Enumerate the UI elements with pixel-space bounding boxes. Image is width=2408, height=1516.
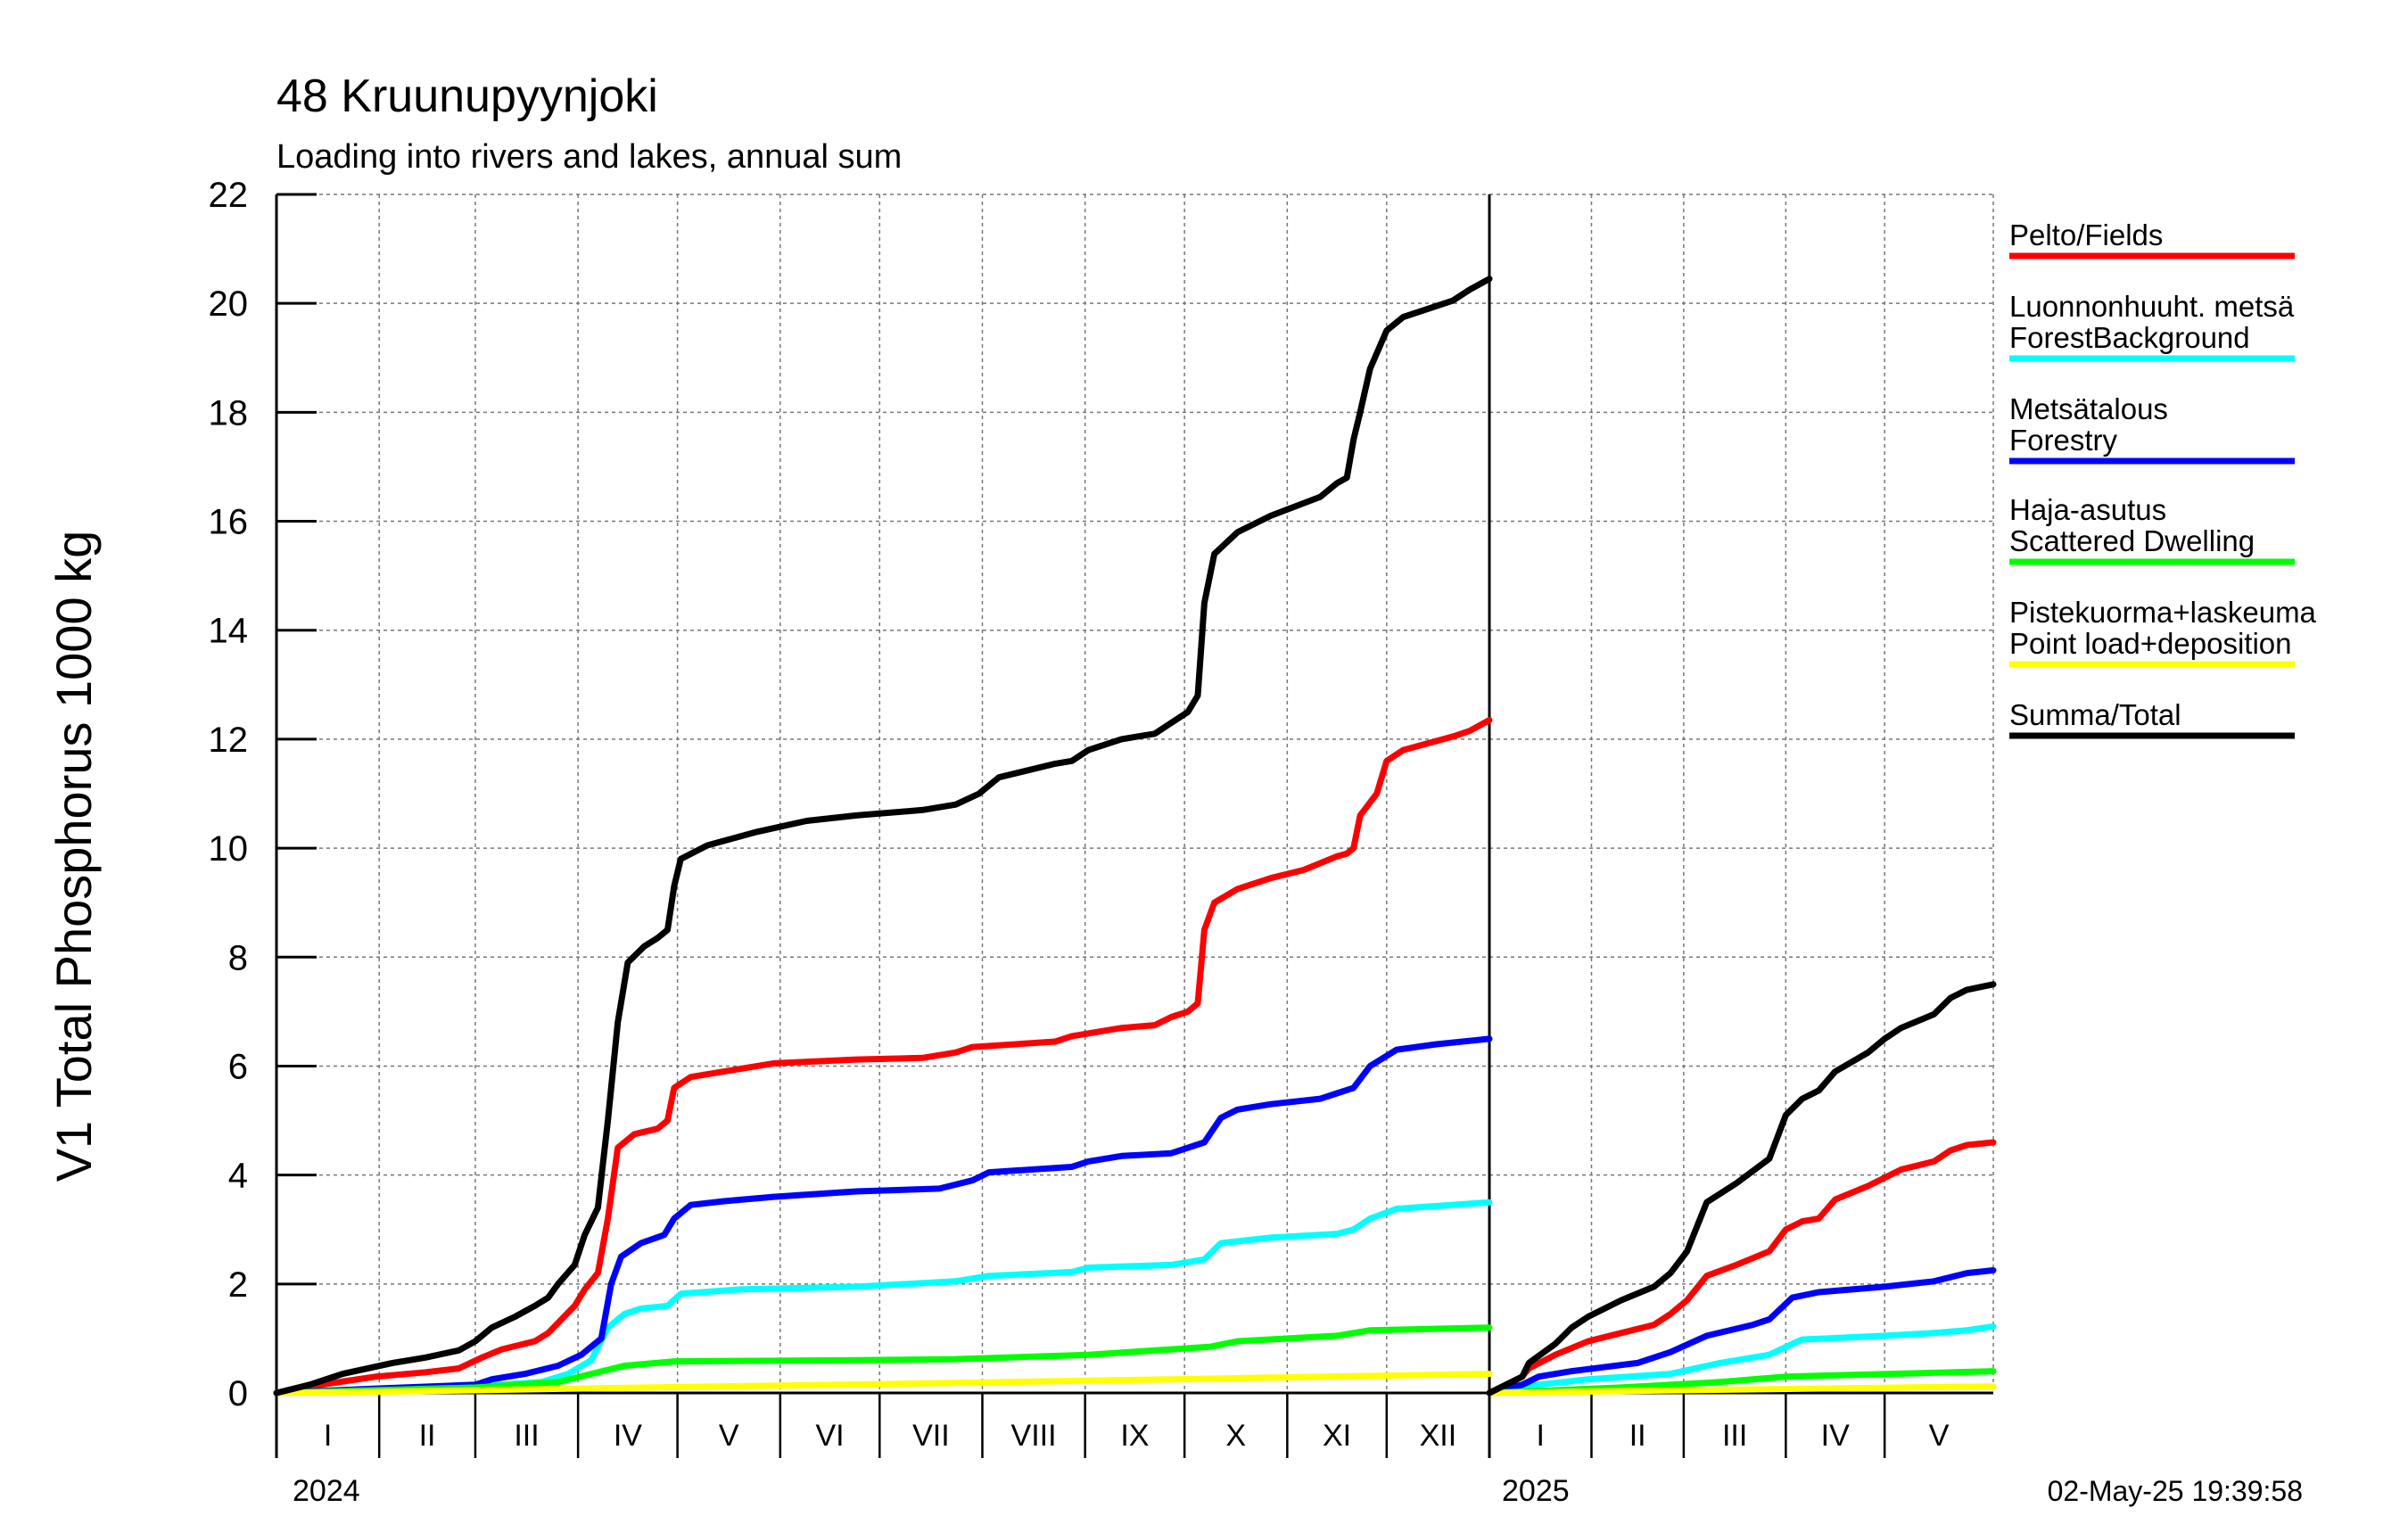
legend-label: Summa/Total [2009,698,2181,731]
month-label: II [1629,1419,1646,1453]
plot-lines [273,276,1997,1397]
legend-label: Metsätalous [2009,392,2168,425]
series-line [1486,1139,1997,1397]
y-tick-label: 2 [228,1265,248,1305]
y-tick-label: 10 [209,829,249,869]
legend-label: Pistekuorma+laskeuma [2009,596,2317,629]
chart-title: 48 Kruunupyynjoki [276,70,658,122]
y-tick-label: 20 [209,284,249,324]
y-tick-label: 8 [228,938,248,977]
chart-subtitle: Loading into rivers and lakes, annual su… [276,138,902,176]
legend: Pelto/Fields Luonnonhuuht. metsäForestBac… [2009,218,2317,739]
grid [276,194,1994,1393]
legend-label: Luonnonhuuht. metsä [2009,290,2295,323]
series-line [273,1371,1493,1397]
month-label: I [1537,1419,1545,1453]
y-tick-label: 22 [209,176,249,215]
series-line [1486,1323,1997,1397]
legend-label: Point load+deposition [2009,627,2292,660]
series-line [273,1035,1493,1397]
month-label: VI [815,1419,844,1453]
month-label: VIII [1011,1419,1057,1453]
y-tick-label: 12 [209,721,249,760]
legend-label: Forestry [2009,424,2118,457]
series-line [1486,1267,1997,1397]
y-axis-label: V1 Total Phosphorus 1000 kg [45,531,102,1182]
month-label: I [324,1419,332,1453]
month-label: VII [912,1419,950,1453]
legend-label: ForestBackground [2009,321,2250,354]
year-label: 2025 [1502,1474,1570,1508]
legend-label: Pelto/Fields [2009,218,2163,251]
y-tick-label: 16 [209,503,249,542]
month-label: II [419,1419,436,1453]
series-line [273,717,1493,1397]
month-label: IV [1821,1419,1850,1453]
month-label: IX [1120,1419,1149,1453]
year-label: 2024 [293,1474,360,1508]
y-tick-label: 4 [228,1157,248,1196]
series-line [273,276,1493,1397]
month-label: III [1722,1419,1747,1453]
month-label: III [514,1419,539,1453]
y-tick-label: 18 [209,393,249,433]
series-line [1486,981,1997,1397]
series-line [273,1199,1493,1397]
legend-label: Haja-asutus [2009,493,2166,526]
y-tick-label: 14 [209,612,249,651]
month-label: XII [1420,1419,1457,1453]
month-label: X [1225,1419,1246,1453]
month-label: XI [1323,1419,1351,1453]
month-label: V [1929,1419,1950,1453]
month-label: V [719,1419,739,1453]
series-line [273,1324,1493,1397]
series-line [1486,1383,1997,1397]
timestamp: 02-May-25 19:39:58 [2048,1475,2303,1507]
legend-label: Scattered Dwelling [2009,524,2255,557]
y-tick-label: 0 [228,1374,248,1413]
y-tick-label: 6 [228,1047,248,1086]
month-label: IV [614,1419,642,1453]
